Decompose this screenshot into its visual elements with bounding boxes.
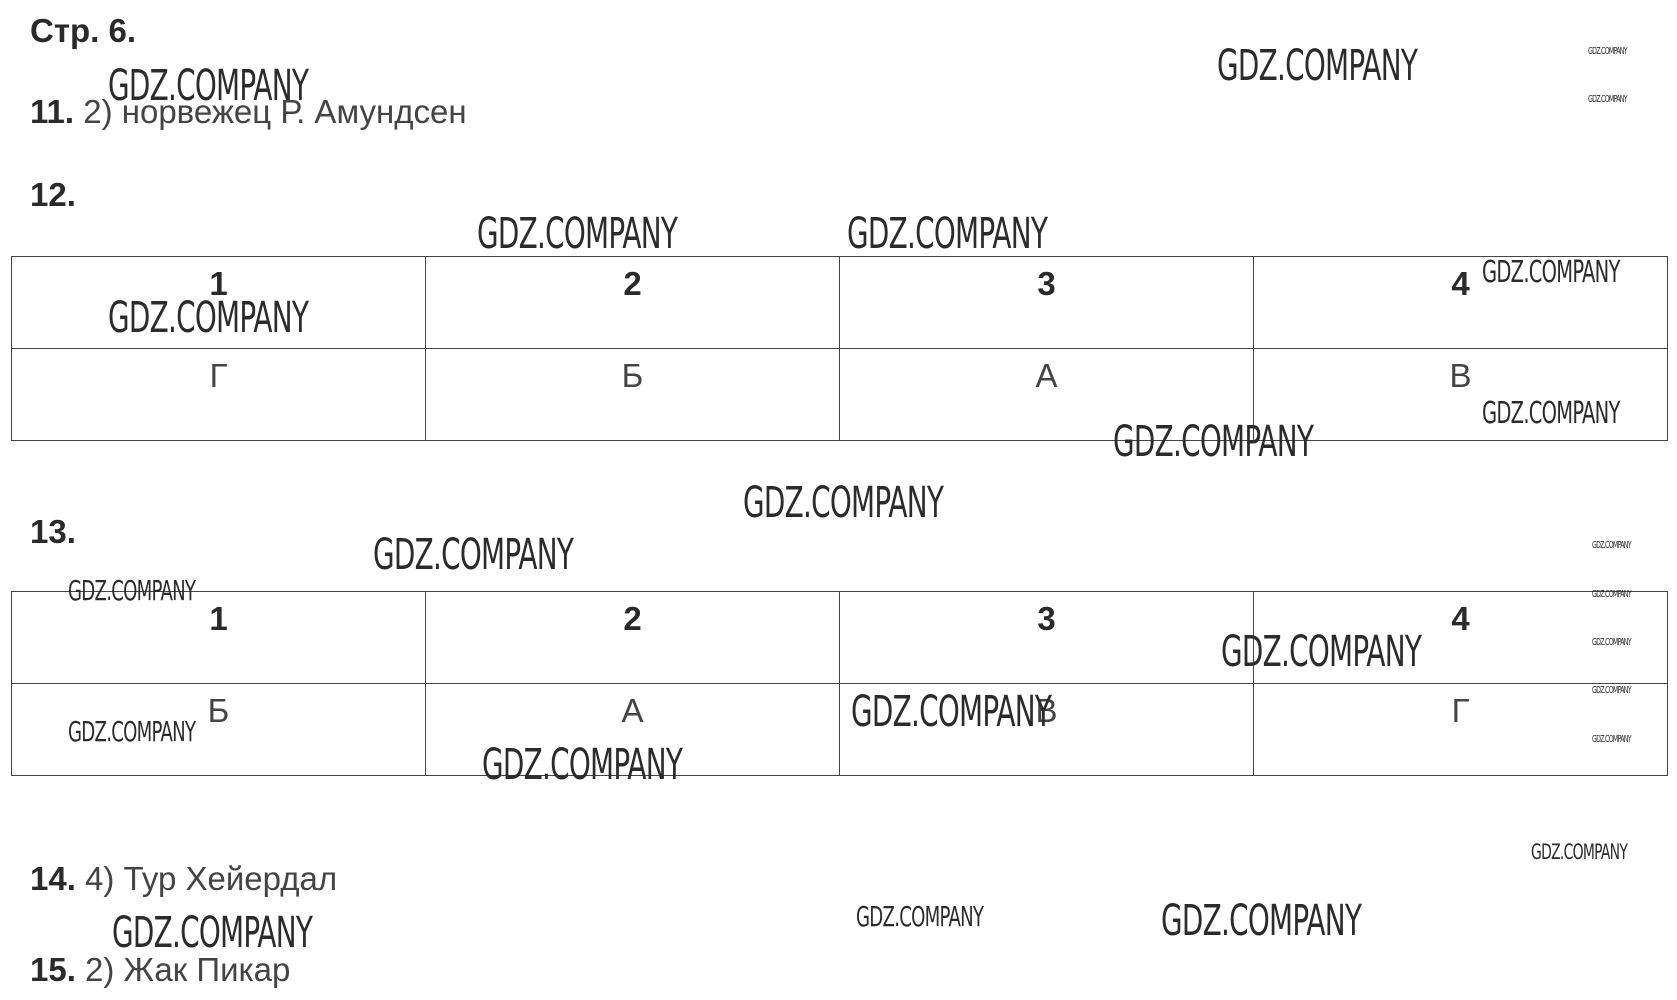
task-12: 12. [30,178,76,211]
watermark: GDZ.COMPANY [1592,733,1632,745]
answer: 4) Тур Хейердал [85,860,338,897]
answer: 2) Жак Пикар [85,951,291,988]
watermark: GDZ.COMPANY [1592,540,1632,552]
watermark: GDZ.COMPANY [1112,417,1314,468]
task-15: 15. 2) Жак Пикар [30,953,290,986]
watermark: GDZ.COMPANY [855,900,984,933]
watermark: GDZ.COMPANY [1587,94,1628,106]
task-number: 15. [30,951,76,988]
header-cell: 2 [425,256,840,349]
watermark: GDZ.COMPANY [481,739,683,790]
task-11: 11. 2) норвежец Р. Амундсен [30,95,467,128]
watermark: GDZ.COMPANY [1216,41,1418,92]
cell: В [1253,348,1668,441]
task-13: 13. [30,515,76,548]
watermark: GDZ.COMPANY [111,907,313,958]
watermark: GDZ.COMPANY [107,60,309,111]
page-number: Стр. 6. [30,14,136,47]
watermark: GDZ.COMPANY [847,208,1048,259]
task-number: 11. [30,93,75,130]
watermark: GDZ.COMPANY [1482,395,1621,431]
header-cell: 2 [425,591,840,684]
header-cell: 1 [11,256,426,349]
watermark: GDZ.COMPANY [1592,685,1632,697]
cell: Б [425,348,840,441]
watermark: GDZ.COMPANY [1530,839,1628,865]
watermark: GDZ.COMPANY [742,477,944,528]
watermark: GDZ.COMPANY [477,208,678,259]
header-cell: 3 [839,591,1254,684]
watermark: GDZ.COMPANY [67,715,196,749]
page-label: Стр. 6. [30,12,137,49]
cell: В [839,683,1254,776]
cell: А [425,683,840,776]
task-number: 13. [30,513,76,550]
task-14: 14. 4) Тур Хейердал [30,862,337,895]
watermark: GDZ.COMPANY [1592,588,1632,600]
watermark: GDZ.COMPANY [107,292,309,343]
watermark: GDZ.COMPANY [851,687,1052,738]
task-number: 14. [30,860,76,897]
header-cell: 4 [1253,591,1668,684]
watermark: GDZ.COMPANY [1221,627,1422,678]
watermark: GDZ.COMPANY [67,574,196,608]
watermark: GDZ.COMPANY [1161,895,1362,946]
watermark: GDZ.COMPANY [1482,255,1621,290]
watermark: GDZ.COMPANY [1587,45,1628,57]
cell: А [839,348,1254,441]
cell: Г [1253,683,1668,776]
watermark: GDZ.COMPANY [1592,637,1632,648]
task-number: 12. [30,176,76,213]
cell: Б [11,683,426,776]
header-cell: 3 [839,256,1254,349]
answer: 2) норвежец Р. Амундсен [83,93,467,130]
cell: Г [11,348,426,441]
watermark: GDZ.COMPANY [373,530,574,581]
